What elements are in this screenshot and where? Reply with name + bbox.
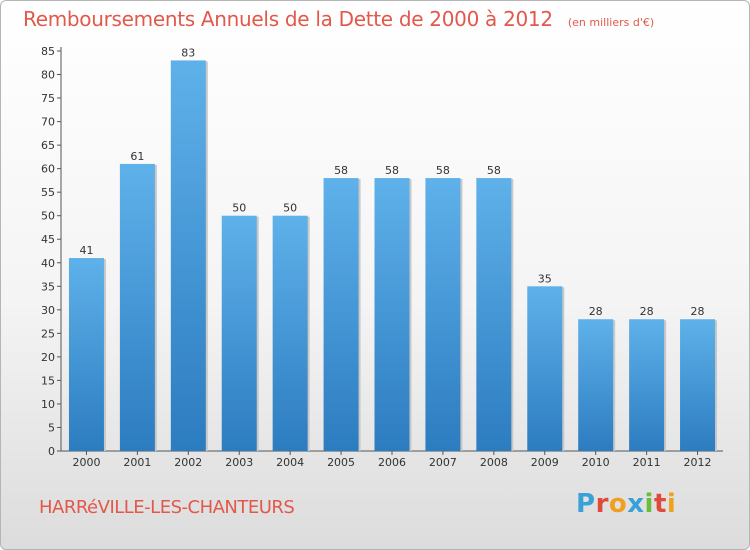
y-tick-label: 45 — [41, 233, 55, 246]
bar — [629, 319, 665, 451]
bar — [680, 319, 716, 451]
y-tick-label: 80 — [41, 69, 55, 82]
bar — [221, 215, 257, 451]
proxiti-logo: Proxiti — [576, 489, 676, 519]
x-tick-label: 2007 — [429, 456, 457, 469]
bar-value-label: 58 — [436, 164, 450, 177]
y-tick-label: 75 — [41, 92, 55, 105]
chart-title: Remboursements Annuels de la Dette de 20… — [23, 7, 553, 31]
bar-value-label: 61 — [130, 150, 144, 163]
bar — [476, 178, 512, 451]
x-tick-label: 2010 — [582, 456, 610, 469]
bar-value-label: 83 — [181, 46, 195, 59]
bar-value-label: 35 — [538, 272, 552, 285]
data-labels: 41 2000 61 2001 83 2002 50 2003 50 2004 58 2005 58 20… — [72, 46, 711, 469]
commune-name: HARRéVILLE-LES-CHANTEURS — [39, 497, 295, 518]
x-tick-label: 2012 — [684, 456, 712, 469]
y-tick-label: 55 — [41, 186, 55, 199]
bar-value-label: 58 — [385, 164, 399, 177]
y-tick-label: 10 — [41, 398, 55, 411]
y-tick-label: 60 — [41, 163, 55, 176]
y-tick-label: 15 — [41, 374, 55, 387]
bar-value-label: 28 — [589, 305, 603, 318]
x-tick-label: 2006 — [378, 456, 406, 469]
bar — [68, 258, 104, 451]
x-tick-label: 2002 — [174, 456, 202, 469]
y-tick-label: 65 — [41, 139, 55, 152]
y-tick-label: 30 — [41, 304, 55, 317]
x-tick-label: 2011 — [633, 456, 661, 469]
bar — [119, 163, 155, 452]
y-tick-label: 50 — [41, 210, 55, 223]
logo-letter: i — [666, 489, 677, 519]
logo-letter: r — [595, 489, 609, 519]
bar — [578, 319, 614, 451]
bar-value-label: 58 — [487, 164, 501, 177]
bar — [272, 215, 308, 451]
y-tick-label: 20 — [41, 351, 55, 364]
bar-value-label: 50 — [283, 202, 297, 215]
y-tick-label: 5 — [48, 421, 55, 434]
y-tick-label: 85 — [41, 45, 55, 58]
y-tick-label: 70 — [41, 116, 55, 129]
x-tick-label: 2001 — [123, 456, 151, 469]
bar-value-label: 50 — [232, 202, 246, 215]
bars — [68, 60, 718, 452]
bar-value-label: 41 — [79, 244, 93, 257]
title-row: Remboursements Annuels de la Dette de 20… — [23, 7, 654, 31]
bar — [323, 178, 359, 451]
y-tick-label: 40 — [41, 257, 55, 270]
x-tick-label: 2004 — [276, 456, 304, 469]
x-tick-label: 2008 — [480, 456, 508, 469]
bar — [527, 286, 563, 451]
bar — [425, 178, 461, 451]
y-tick-label: 35 — [41, 280, 55, 293]
bar — [374, 178, 410, 451]
bar-value-label: 28 — [640, 305, 654, 318]
chart-unit: (en milliers d'€) — [567, 16, 655, 29]
logo-letter: t — [653, 489, 667, 519]
logo-letter: i — [644, 489, 654, 519]
y-tick-label: 0 — [48, 445, 55, 458]
y-tick-label: 25 — [41, 327, 55, 340]
logo-letter: o — [608, 489, 628, 519]
x-tick-label: 2005 — [327, 456, 355, 469]
x-tick-label: 2003 — [225, 456, 253, 469]
logo-letter: x — [627, 489, 645, 519]
bar-value-label: 58 — [334, 164, 348, 177]
axes: 0 5 10 15 20 25 30 35 40 45 50 55 60 65 70 75 80 85 — [41, 45, 723, 458]
x-tick-label: 2000 — [72, 456, 100, 469]
logo-letter: P — [576, 489, 596, 519]
bar-value-label: 28 — [691, 305, 705, 318]
x-tick-label: 2009 — [531, 456, 559, 469]
bar — [170, 60, 206, 451]
